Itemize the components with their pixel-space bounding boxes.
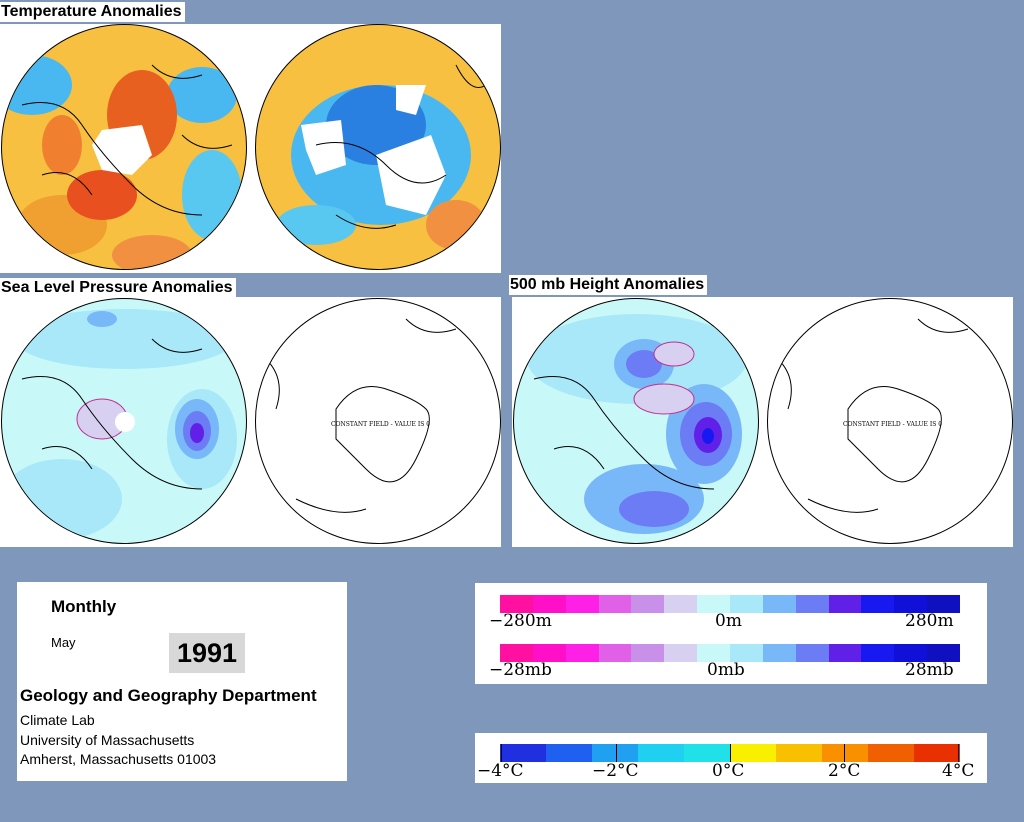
height-tick-min: −280m	[489, 611, 552, 631]
height-swatch-13	[927, 595, 961, 613]
temperature-map-south	[255, 24, 501, 270]
slp-constant-field-label: CONSTANT FIELD - VALUE IS 0	[331, 421, 431, 428]
height-swatch-4	[631, 595, 665, 613]
temp-tick-zero: 0°C	[712, 761, 745, 781]
pressure-swatch-3	[598, 644, 632, 662]
height-color-bar	[500, 595, 961, 613]
height-swatch-1	[532, 595, 566, 613]
pressure-swatch-13	[927, 644, 961, 662]
pressure-swatch-11	[861, 644, 895, 662]
height-constant-field-label: CONSTANT FIELD - VALUE IS 0	[843, 421, 943, 428]
height-title: 500 mb Height Anomalies	[509, 275, 708, 295]
slp-map-north	[1, 298, 247, 544]
period-label: Monthly	[51, 597, 117, 616]
pressure-tick-zero: 0mb	[707, 660, 745, 680]
temp-tick-min: −4°C	[477, 761, 524, 781]
pressure-swatch-12	[894, 644, 928, 662]
info-line-lab: Climate Lab	[20, 712, 95, 728]
pressure-swatch-0	[500, 644, 533, 662]
pressure-color-bar	[500, 644, 961, 662]
slp-map-south: CONSTANT FIELD - VALUE IS 0	[255, 298, 501, 544]
pressure-swatch-6	[697, 644, 731, 662]
temp-tick-mark-min	[501, 744, 502, 762]
height-swatch-2	[565, 595, 599, 613]
pressure-swatch-2	[565, 644, 599, 662]
slp-title: Sea Level Pressure Anomalies	[0, 278, 236, 298]
pressure-swatch-9	[795, 644, 829, 662]
temperature-legend: −4°C −2°C 0°C 2°C 4°C	[475, 733, 987, 783]
height-map-north	[513, 298, 759, 544]
pressure-swatch-7	[730, 644, 763, 662]
height-swatch-8	[762, 595, 796, 613]
temp-tick-pos2: 2°C	[828, 761, 861, 781]
temp-tick-max: 4°C	[942, 761, 975, 781]
height-swatch-11	[861, 595, 895, 613]
temperature-swatch-8	[868, 744, 914, 762]
height-tick-max: 280m	[905, 611, 954, 631]
temperature-color-bar	[500, 744, 960, 762]
pressure-swatch-5	[664, 644, 698, 662]
pressure-swatch-10	[828, 644, 862, 662]
height-swatch-5	[664, 595, 698, 613]
temp-tick-mark-max	[958, 744, 959, 762]
info-line-university: University of Massachusetts	[20, 732, 195, 748]
temperature-swatch-3	[638, 744, 684, 762]
height-swatch-12	[894, 595, 928, 613]
temperature-swatch-6	[776, 744, 822, 762]
temp-tick-mark-zero	[730, 744, 731, 762]
temp-tick-mark-pos2	[844, 744, 845, 762]
height-swatch-9	[795, 595, 829, 613]
temperature-map-north	[1, 24, 247, 270]
height-swatch-0	[500, 595, 533, 613]
pressure-tick-max: 28mb	[905, 660, 954, 680]
temperature-swatch-1	[546, 744, 592, 762]
pressure-swatch-1	[532, 644, 566, 662]
anomaly-legend: −280m 0m 280m −28mb 0mb 28mb	[475, 583, 987, 684]
temperature-swatch-5	[730, 744, 776, 762]
year-label: 1991	[169, 633, 245, 673]
temperature-swatch-9	[914, 744, 960, 762]
temp-tick-neg2: −2°C	[592, 761, 639, 781]
height-swatch-6	[697, 595, 731, 613]
temperature-swatch-4	[684, 744, 730, 762]
height-tick-zero: 0m	[715, 611, 742, 631]
temperature-swatch-0	[500, 744, 546, 762]
height-swatch-7	[730, 595, 763, 613]
info-box: Monthly May 1991 Geology and Geography D…	[17, 582, 347, 781]
pressure-tick-min: −28mb	[489, 660, 552, 680]
temp-tick-mark-neg2	[616, 744, 617, 762]
height-map-south: CONSTANT FIELD - VALUE IS 0	[767, 298, 1013, 544]
month-label: May	[51, 635, 76, 650]
height-swatch-3	[598, 595, 632, 613]
pressure-swatch-8	[762, 644, 796, 662]
department-name: Geology and Geography Department	[20, 686, 317, 705]
pressure-swatch-4	[631, 644, 665, 662]
temperature-swatch-2	[592, 744, 638, 762]
temperature-title: Temperature Anomalies	[0, 2, 185, 22]
height-swatch-10	[828, 595, 862, 613]
info-line-address: Amherst, Massachusetts 01003	[20, 751, 217, 767]
temperature-swatch-7	[822, 744, 868, 762]
